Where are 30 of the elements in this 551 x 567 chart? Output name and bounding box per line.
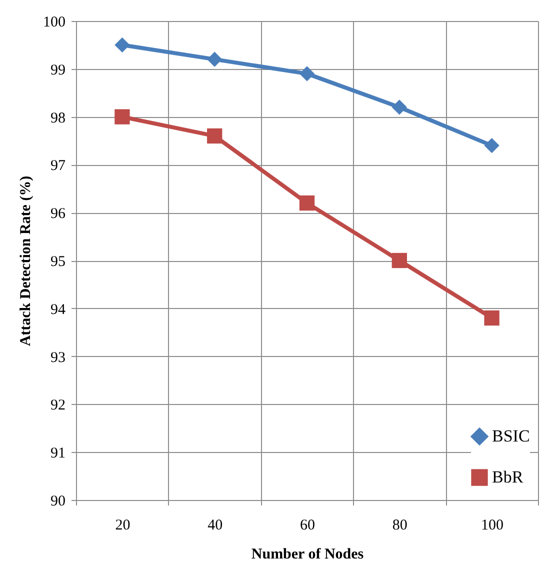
y-axis-title: Attack Detection Rate (%) [18,176,34,346]
point [299,66,315,82]
point [207,52,222,67]
x-tick-label: 80 [392,518,408,534]
point [392,100,407,115]
x-tick-label: 40 [208,518,223,534]
x-tick-label: 100 [481,518,504,534]
y-tick-label: 95 [50,254,66,270]
y-tick-label: 93 [50,350,66,366]
y-tick-label: 94 [50,302,66,318]
point [114,109,130,124]
point [484,310,500,326]
y-tick-label: 90 [50,494,66,510]
x-tick-label: 20 [115,518,130,534]
x-tick-label: 60 [300,518,315,534]
y-tick-label: 91 [50,446,66,462]
point [392,252,407,268]
y-tick-label: 97 [50,158,66,174]
point [114,37,130,53]
y-tick-label: 100 [43,14,66,30]
x-axis-title: Number of Nodes [251,546,364,562]
y-tick-label: 96 [50,206,66,222]
legend-label: BSIC [492,426,530,446]
y-tick-label: 98 [50,110,66,126]
point [207,128,222,144]
y-tick-label: 92 [50,398,66,414]
point [299,195,315,211]
y-tick-label: 99 [50,62,66,78]
point [484,138,500,154]
legend-label: BbR [492,468,524,486]
